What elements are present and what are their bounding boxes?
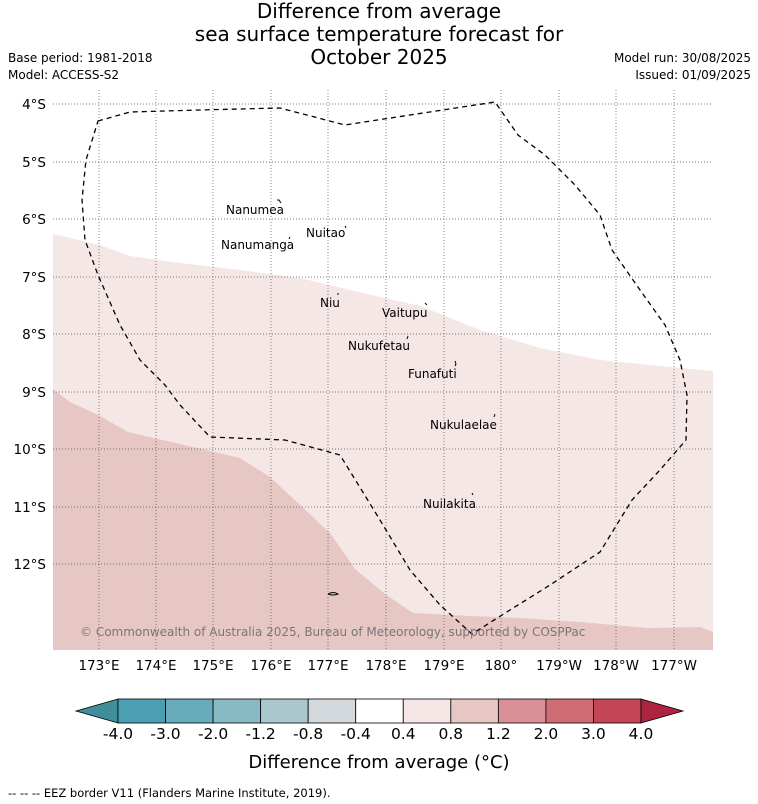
colorbar-tick-label: -2.0 (197, 725, 229, 743)
colorbar-tick-label: 1.2 (486, 725, 511, 743)
colorbar-tick-label: -0.4 (340, 725, 371, 743)
colorbar-swatch (355, 698, 404, 724)
lat-label-11s: 11°S (14, 500, 47, 516)
lon-label-178w: 178°W (593, 658, 639, 674)
lon-label-175e: 175°E (192, 658, 233, 674)
colorbar-tick-label: -3.0 (150, 725, 181, 743)
lat-label-6s: 6°S (22, 212, 46, 228)
island-label-vaitupu: Vaitupu (382, 306, 428, 320)
lon-label-179w: 179°W (536, 658, 582, 674)
colorbar-swatch (117, 698, 166, 724)
copyright-notice: © Commonwealth of Australia 2025, Bureau… (80, 625, 585, 639)
lon-label-179e: 179°E (423, 658, 464, 674)
island-label-funafuti: Funafuti (408, 367, 457, 381)
colorbar-swatch (165, 698, 214, 724)
colorbar-tick-label: 4.0 (628, 725, 654, 743)
eez-border (81, 101, 688, 635)
colorbar-tick-label: 3.0 (581, 725, 606, 743)
colorbar (74, 698, 685, 724)
colorbar-swatch (212, 698, 262, 724)
lon-label-174e: 174°E (135, 658, 176, 674)
island-label-nuitao: Nuitao (306, 226, 345, 240)
lat-label-12s: 12°S (14, 557, 47, 573)
base-period: Base period: 1981-2018 (8, 51, 153, 65)
model-run: Model run: 30/08/2025 (613, 51, 751, 65)
island-label-nuilakita: Nuilakita (423, 497, 476, 511)
island-label-nanumanga: Nanumanga (221, 238, 294, 252)
colorbar-high-extension (640, 698, 685, 724)
island-label-niu: Niu (320, 296, 340, 310)
lon-label-178e: 178°E (365, 658, 406, 674)
colorbar-swatch (545, 698, 594, 724)
island-label-nanumea: Nanumea (226, 203, 284, 217)
colorbar-swatch (402, 698, 452, 724)
lon-label-173e: 173°E (78, 658, 119, 674)
title-line-1: Difference from average (256, 0, 502, 23)
colorbar-tick-label: 2.0 (533, 725, 559, 743)
lat-label-5s: 5°S (22, 155, 46, 171)
title-line-2: sea surface temperature forecast for (194, 22, 564, 46)
lat-label-8s: 8°S (22, 327, 46, 343)
colorbar-tick-label: 0.4 (390, 725, 416, 743)
colorbar-label: Difference from average (°C) (248, 752, 510, 773)
lat-label-4s: 4°S (22, 97, 46, 113)
colorbar-swatch (450, 698, 499, 724)
lon-label-180: 180° (485, 658, 518, 674)
lat-label-7s: 7°S (22, 270, 46, 286)
gridlines (53, 90, 713, 650)
issued-date: Issued: 01/09/2025 (635, 68, 751, 82)
lon-label-176e: 176°E (250, 658, 291, 674)
colorbar-swatch (497, 698, 547, 724)
anomaly-region-0-8-to-1-2 (53, 389, 713, 650)
island-label-nukufetau: Nukufetau (348, 339, 410, 353)
colorbar-low-extension (74, 698, 119, 724)
colorbar-tick-label: -0.8 (293, 725, 324, 743)
lon-label-177e: 177°E (307, 658, 348, 674)
colorbar-swatch (260, 698, 309, 724)
lat-label-9s: 9°S (22, 385, 46, 401)
model-name: Model: ACCESS-S2 (8, 68, 120, 82)
lon-label-177w: 177°W (651, 658, 697, 674)
title-line-3: October 2025 (310, 45, 448, 69)
colorbar-tick-label: 0.8 (438, 725, 464, 743)
colorbar-swatch (307, 698, 357, 724)
island-markers (277, 199, 496, 596)
colorbar-swatch (593, 698, 642, 724)
colorbar-tick-label: -1.2 (245, 725, 276, 743)
colorbar-tick-label: -4.0 (102, 725, 134, 743)
island-label-nukulaelae: Nukulaelae (430, 418, 497, 432)
lat-label-10s: 10°S (14, 442, 47, 458)
eez-legend-note: -- -- -- EEZ border V11 (Flanders Marine… (8, 786, 331, 800)
